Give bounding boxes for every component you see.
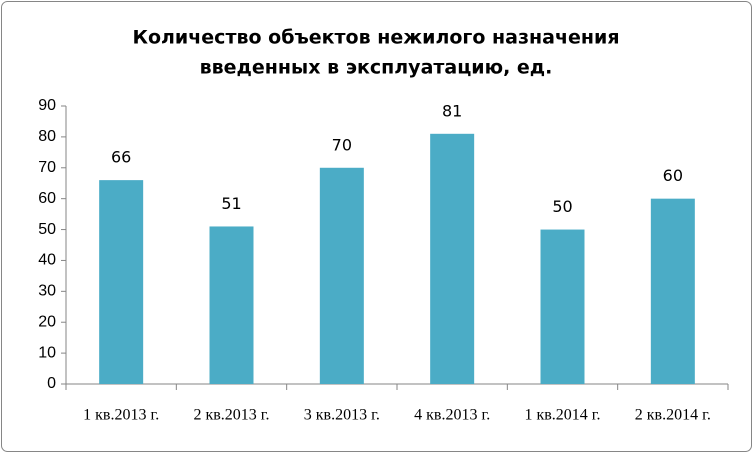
bar	[319, 167, 364, 384]
y-tick-label: 90	[38, 97, 56, 114]
y-tick-label: 60	[38, 190, 56, 207]
x-tick-label: 1 кв.2014 г.	[524, 407, 600, 424]
data-label: 50	[552, 197, 572, 216]
chart-title: Количество объектов нежилого назначения	[132, 27, 619, 49]
x-tick-label: 1 кв.2013 г.	[83, 407, 159, 424]
y-tick-label: 50	[38, 221, 56, 238]
bar	[650, 198, 695, 384]
bar	[540, 229, 585, 384]
y-tick-label: 0	[47, 375, 56, 392]
bar	[209, 226, 254, 384]
data-label: 70	[332, 135, 352, 154]
x-tick-label: 3 кв.2013 г.	[304, 407, 380, 424]
x-tick-label: 4 кв.2013 г.	[414, 407, 490, 424]
y-tick-label: 10	[38, 344, 56, 361]
data-label: 51	[221, 194, 241, 213]
y-tick-label: 80	[38, 128, 56, 145]
x-tick-label: 2 кв.2013 г.	[193, 407, 269, 424]
bar	[430, 133, 475, 384]
x-tick-label: 2 кв.2014 г.	[635, 407, 711, 424]
chart-title: введенных в эксплуатацию, ед.	[200, 57, 553, 79]
y-tick-label: 40	[38, 252, 56, 269]
y-tick-label: 70	[38, 159, 56, 176]
data-label: 81	[442, 101, 462, 120]
y-tick-label: 30	[38, 283, 56, 300]
data-label: 66	[111, 148, 131, 167]
y-tick-label: 20	[38, 313, 56, 330]
data-label: 60	[663, 166, 683, 185]
bar	[99, 180, 144, 384]
